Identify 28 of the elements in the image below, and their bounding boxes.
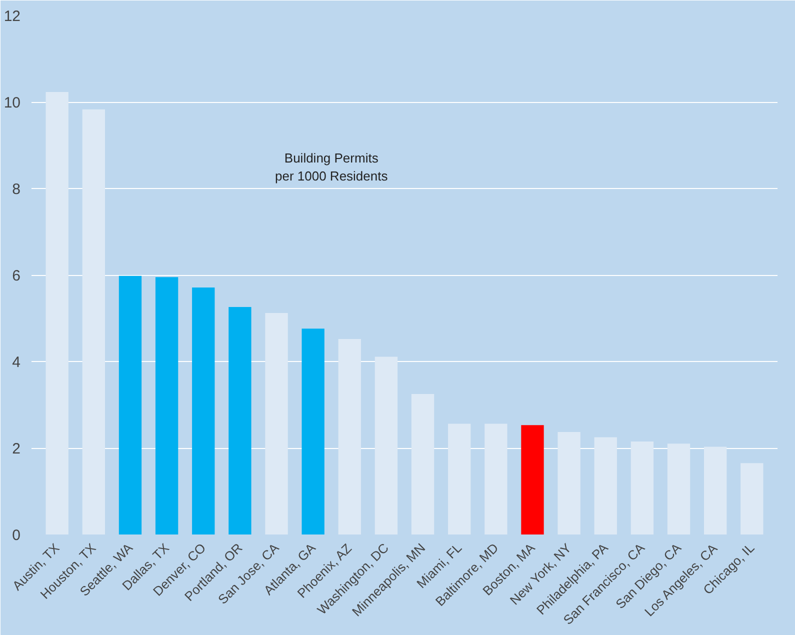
y-tick-label: 6 bbox=[12, 268, 20, 284]
bar bbox=[118, 276, 142, 534]
bar bbox=[228, 307, 252, 534]
bar bbox=[630, 442, 654, 534]
bar bbox=[338, 339, 361, 534]
y-tick-label: 10 bbox=[4, 94, 21, 112]
y-tick-label: 4 bbox=[12, 354, 20, 371]
bar bbox=[484, 424, 508, 534]
bar bbox=[594, 437, 617, 534]
bar bbox=[448, 424, 471, 534]
bar bbox=[374, 356, 398, 534]
bar bbox=[155, 277, 178, 534]
y-tick-label: 0 bbox=[12, 527, 20, 544]
bar bbox=[704, 446, 727, 534]
bar bbox=[302, 328, 324, 534]
bar bbox=[411, 394, 434, 534]
bar bbox=[46, 92, 68, 534]
bar bbox=[558, 432, 580, 534]
bar bbox=[740, 463, 764, 534]
bar bbox=[521, 425, 544, 534]
y-tick-label: 2 bbox=[12, 440, 20, 458]
bar bbox=[82, 109, 106, 534]
bar bbox=[192, 288, 215, 534]
bar bbox=[667, 444, 690, 534]
bar bbox=[265, 313, 288, 534]
y-tick-label: 12 bbox=[4, 8, 21, 25]
y-tick-label: 8 bbox=[12, 181, 20, 198]
text: Building Permits per 1000 Residents bbox=[274, 150, 388, 184]
